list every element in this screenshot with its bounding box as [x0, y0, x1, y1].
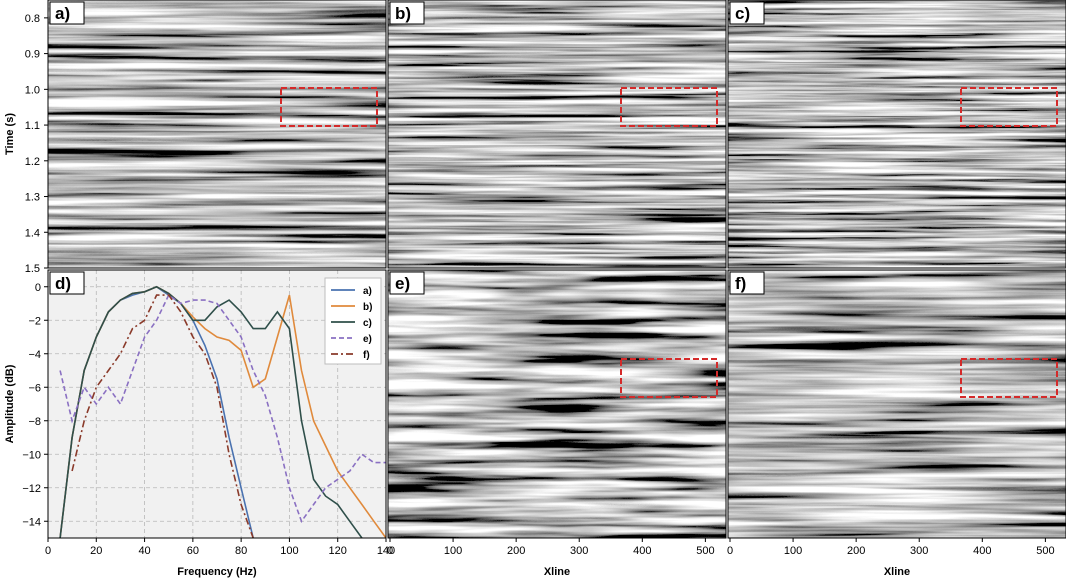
- xline-tick-label: 300: [910, 545, 928, 557]
- legend-label: f): [363, 350, 370, 361]
- panel-a: a): [47, 0, 387, 269]
- xline-tick-label: 100: [784, 545, 802, 557]
- series-line-c: [59, 285, 363, 539]
- time-tick-label: 1.2: [25, 156, 40, 168]
- panel-d: 0 20 40 60 80 100 120 140 0 −2 −4 −6 −8 −10 −12 −14 a)…: [22, 269, 395, 557]
- xline-tick-label: 200: [507, 545, 525, 557]
- panel-f-seismic-image: [728, 270, 1066, 538]
- legend-box: [324, 277, 382, 365]
- panel-d-series: [59, 285, 387, 539]
- time-tick-label: 1.5: [25, 263, 40, 275]
- time-axis-label: Time (s): [4, 113, 16, 155]
- panel-d-label: d): [55, 274, 71, 293]
- xline-tick-label: 500: [696, 545, 714, 557]
- panel-e-seismic-image: [388, 270, 726, 538]
- y-tick-label: −10: [22, 449, 41, 461]
- panel-f-frame: [727, 269, 1066, 539]
- series-line-e: [59, 293, 386, 523]
- panel-b-frame: [387, 0, 727, 269]
- panel-c-label: c): [735, 4, 750, 23]
- panel-b-highlight-box: [620, 87, 718, 127]
- panel-c-frame: [727, 0, 1066, 269]
- xline-tick-label: 0: [387, 545, 393, 557]
- x-tick-label: 20: [90, 545, 102, 557]
- x-tick-label: 80: [235, 545, 247, 557]
- panel-d-x-ticks: 0 20 40 60 80 100 120 140: [45, 538, 395, 557]
- y-tick-label: −12: [22, 483, 41, 495]
- panel-b-label-box: [389, 1, 425, 25]
- panel-e-x-axis-label: Xline: [544, 566, 570, 578]
- series-line-f: [71, 294, 254, 539]
- panel-f-label: f): [735, 274, 746, 293]
- panel-b-label: b): [395, 4, 411, 23]
- x-tick-label: 100: [280, 545, 298, 557]
- panel-f-x-ticks: 0 100 200 300 400 500: [727, 538, 1055, 557]
- y-tick-label: −8: [28, 416, 41, 428]
- time-axis: 0.8 0.9 1.0 1.1 1.2 1.3 1.4 1.5: [25, 13, 48, 275]
- y-tick-label: −6: [28, 382, 41, 394]
- x-tick-label: 120: [329, 545, 347, 557]
- panel-d-y-ticks: 0 −2 −4 −6 −8 −10 −12 −14: [22, 282, 48, 528]
- xline-tick-label: 500: [1036, 545, 1054, 557]
- panel-c-label-box: [729, 1, 765, 25]
- panel-e: e): [387, 269, 727, 539]
- panel-d-y-axis-label: Amplitude (dB): [4, 364, 16, 443]
- legend-label: c): [363, 318, 372, 329]
- panel-a-seismic-image: [48, 0, 386, 268]
- x-tick-label: 0: [45, 545, 51, 557]
- panel-d-legend: a) b) c) e) f): [324, 277, 382, 365]
- legend-label: b): [363, 302, 372, 313]
- time-tick-label: 1.1: [25, 120, 40, 132]
- panel-e-label-box: [389, 271, 425, 295]
- panel-e-label: e): [395, 274, 410, 293]
- panel-b-seismic-image: [388, 0, 726, 268]
- panel-d-label-box: [49, 271, 85, 295]
- time-tick-label: 0.8: [25, 13, 40, 25]
- panel-f-label-box: [729, 271, 765, 295]
- x-tick-label: 60: [187, 545, 199, 557]
- panel-f: f): [727, 269, 1066, 539]
- panel-d-frame: [47, 269, 387, 539]
- xline-tick-label: 100: [444, 545, 462, 557]
- y-tick-label: −14: [22, 516, 41, 528]
- xline-tick-label: 200: [847, 545, 865, 557]
- panel-b: b): [387, 0, 727, 269]
- panel-c-seismic-image: [728, 0, 1066, 268]
- y-tick-label: −2: [28, 315, 41, 327]
- panel-c-highlight-box: [960, 87, 1058, 127]
- xline-tick-label: 400: [973, 545, 991, 557]
- panel-e-frame: [387, 269, 727, 539]
- panel-a-label-box: [49, 1, 85, 25]
- panel-f-highlight-box: [960, 358, 1058, 398]
- x-tick-label: 40: [138, 545, 150, 557]
- legend-label: a): [363, 286, 372, 297]
- xline-tick-label: 300: [570, 545, 588, 557]
- legend-label: e): [363, 334, 372, 345]
- xline-tick-label: 400: [633, 545, 651, 557]
- panel-d-x-axis-label: Frequency (Hz): [177, 566, 257, 578]
- y-tick-label: 0: [35, 282, 41, 294]
- panel-a-frame: [47, 0, 387, 269]
- y-tick-label: −4: [28, 349, 41, 361]
- time-tick-label: 0.9: [25, 49, 40, 61]
- panel-a-label: a): [55, 4, 70, 23]
- x-tick-label: 140: [377, 545, 395, 557]
- panel-e-highlight-box: [620, 358, 718, 398]
- panel-a-highlight-box: [280, 87, 378, 127]
- time-tick-label: 1.4: [25, 227, 40, 239]
- xline-tick-label: 0: [727, 545, 733, 557]
- panel-c: c): [727, 0, 1066, 269]
- panel-e-x-ticks: 0 100 200 300 400 500: [387, 538, 715, 557]
- time-tick-label: 1.3: [25, 192, 40, 204]
- panel-f-x-axis-label: Xline: [884, 566, 910, 578]
- time-tick-label: 1.0: [25, 84, 40, 96]
